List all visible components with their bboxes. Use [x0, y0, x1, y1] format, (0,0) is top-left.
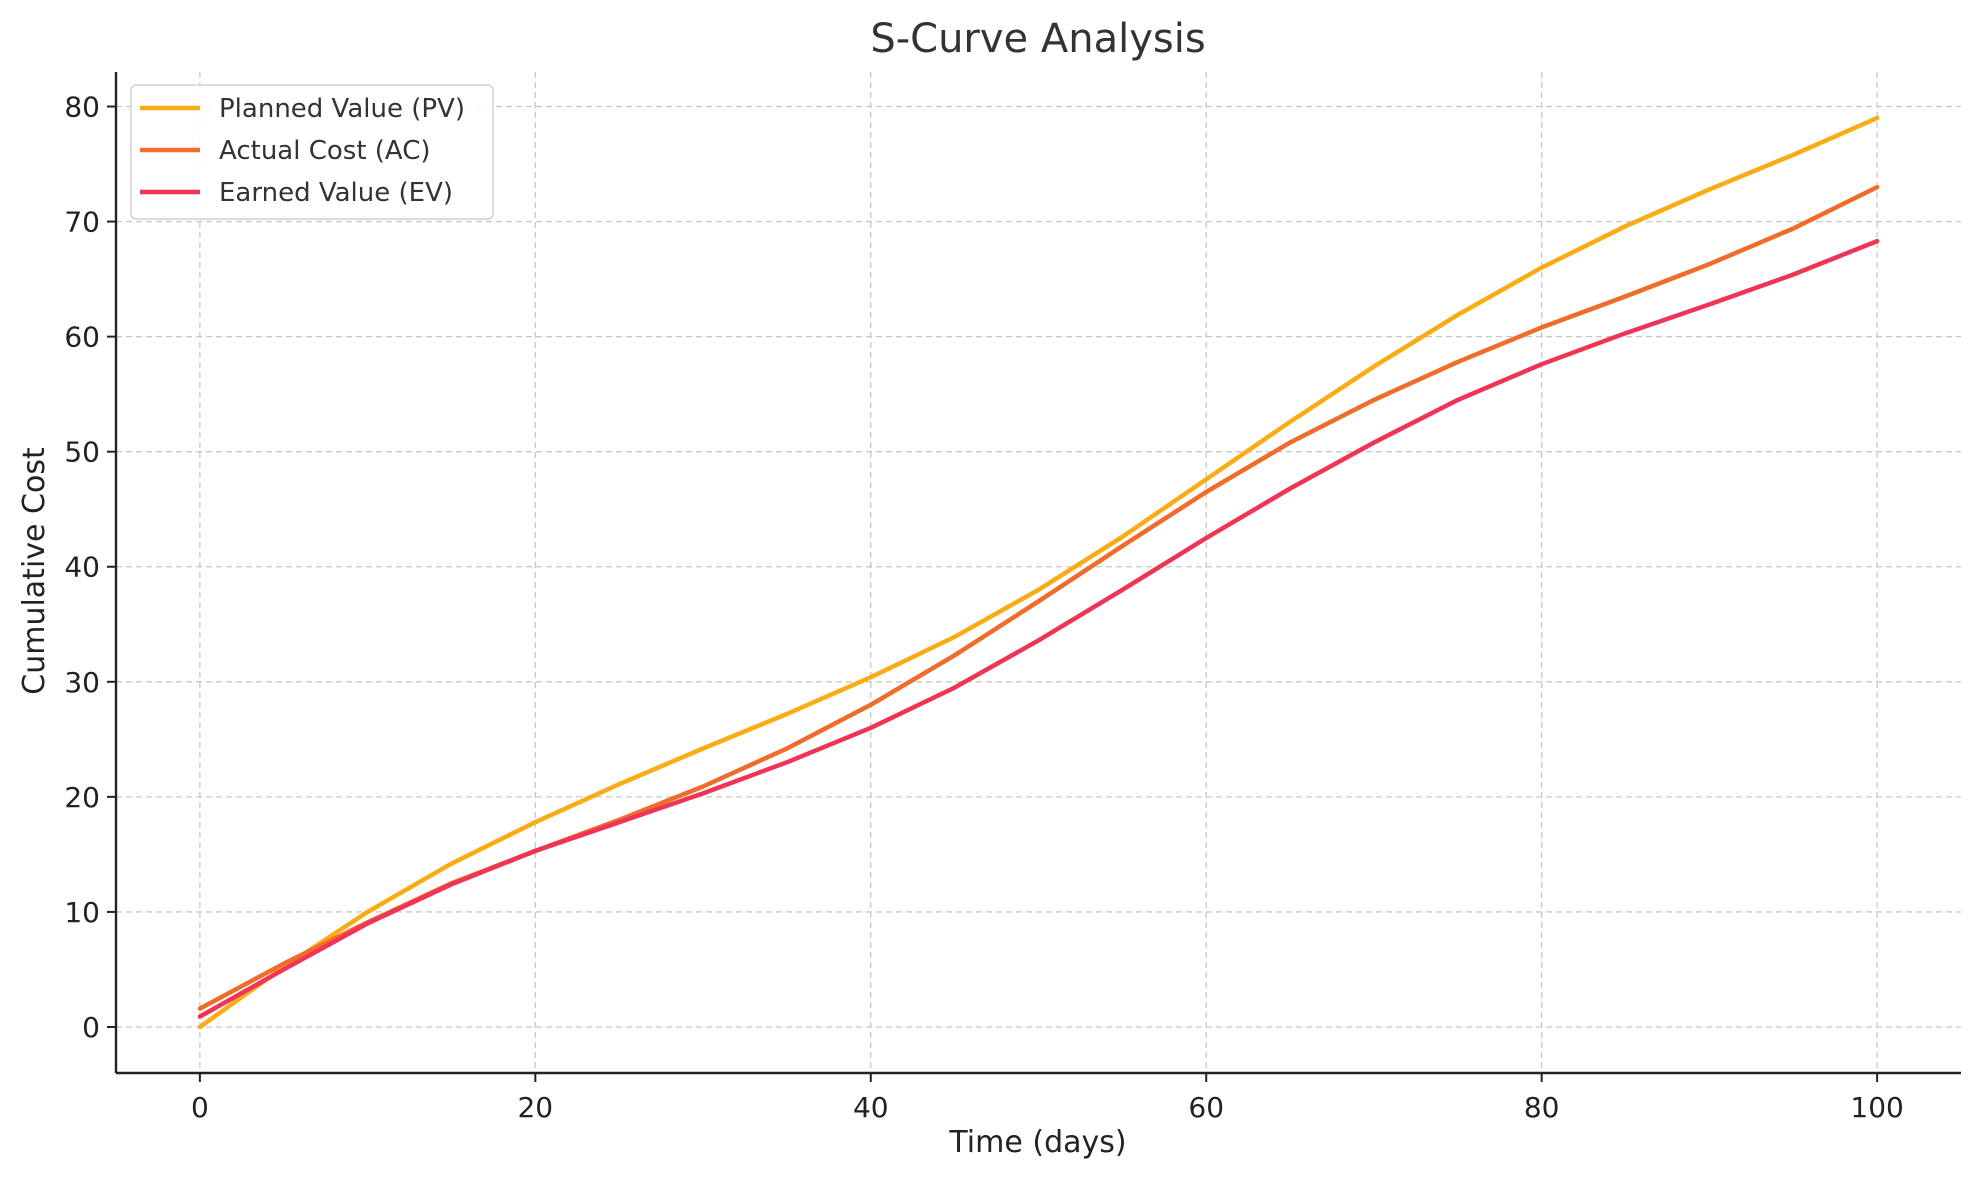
y-tick-label: 0: [82, 1011, 100, 1044]
y-tick-label: 70: [64, 206, 100, 239]
y-axis-label: Cumulative Cost: [17, 447, 52, 695]
legend: Planned Value (PV) Actual Cost (AC) Earned…: [130, 84, 494, 220]
grid-layer: [116, 72, 1961, 1073]
y-tick-label: 50: [64, 436, 100, 469]
y-tick-label: 10: [64, 896, 100, 929]
series-line-2: [197, 238, 1880, 1019]
x-tick-label: 60: [1188, 1091, 1224, 1124]
legend-label-0: Planned Value (PV): [219, 94, 465, 124]
legend-label-2: Earned Value (EV): [219, 178, 453, 208]
x-tick-label: 20: [517, 1091, 553, 1124]
y-tick-label: 20: [64, 781, 100, 814]
legend-box: [130, 84, 494, 220]
x-axis-label: Time (days): [948, 1125, 1126, 1160]
legend-entries: Planned Value (PV) Actual Cost (AC) Earned…: [140, 94, 465, 208]
y-tick-label: 30: [64, 666, 100, 699]
chart-title: S-Curve Analysis: [870, 16, 1205, 62]
x-tick-label: 100: [1850, 1091, 1903, 1124]
x-tick-label: 80: [1524, 1091, 1560, 1124]
ticks-layer: 0 20 40 60 80 100 0 10 20 30 40 50 60 70 80: [64, 91, 1904, 1124]
axes-layer: [114, 72, 1961, 1075]
x-tick-label: 40: [853, 1091, 889, 1124]
series-layer: [197, 115, 1880, 1030]
y-tick-label: 60: [64, 321, 100, 354]
x-tick-label: 0: [191, 1091, 209, 1124]
y-tick-label: 40: [64, 551, 100, 584]
legend-label-1: Actual Cost (AC): [219, 136, 431, 166]
series-line-0: [197, 115, 1880, 1030]
y-tick-label: 80: [64, 91, 100, 124]
